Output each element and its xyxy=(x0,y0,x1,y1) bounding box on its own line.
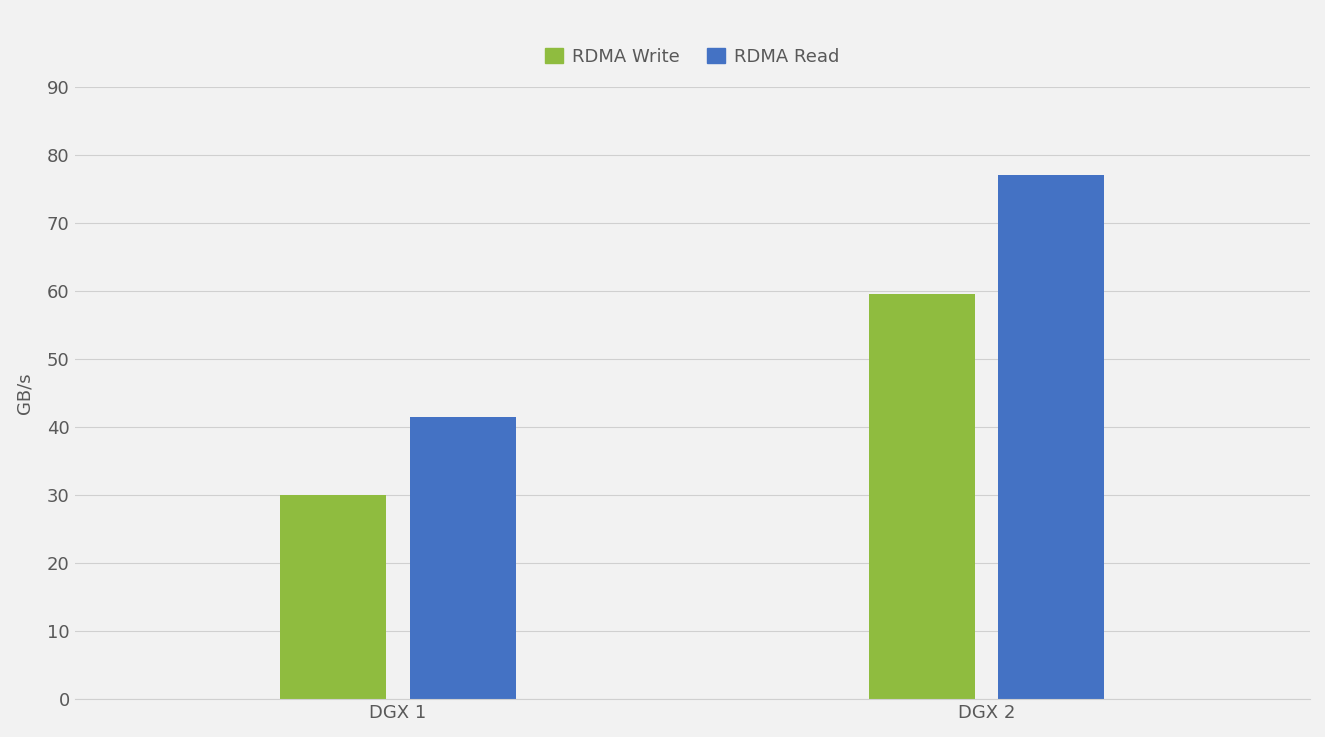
Bar xyxy=(409,416,515,699)
Y-axis label: GB/s: GB/s xyxy=(15,372,33,413)
Bar xyxy=(281,495,387,699)
Bar xyxy=(869,294,975,699)
Legend: RDMA Write, RDMA Read: RDMA Write, RDMA Read xyxy=(538,41,847,73)
Bar xyxy=(998,175,1104,699)
